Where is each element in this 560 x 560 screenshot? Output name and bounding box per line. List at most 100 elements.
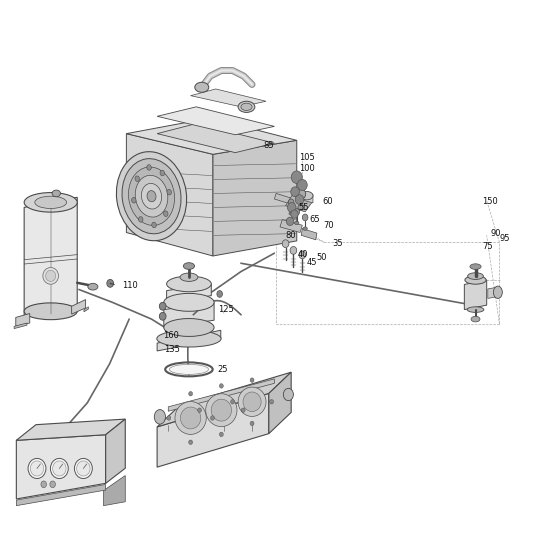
Ellipse shape (183, 263, 194, 269)
Text: 50: 50 (316, 253, 327, 262)
Ellipse shape (88, 283, 98, 290)
Ellipse shape (220, 384, 223, 388)
Polygon shape (213, 141, 297, 256)
Ellipse shape (217, 291, 222, 297)
Ellipse shape (167, 189, 171, 195)
Polygon shape (286, 195, 312, 212)
Polygon shape (157, 393, 269, 467)
Text: 160: 160 (163, 332, 179, 340)
Polygon shape (274, 193, 307, 208)
Polygon shape (16, 314, 30, 326)
Ellipse shape (169, 365, 208, 375)
Text: 40: 40 (298, 250, 309, 259)
Text: 35: 35 (332, 239, 343, 248)
Ellipse shape (290, 246, 297, 254)
Ellipse shape (206, 394, 237, 427)
Text: 25: 25 (217, 365, 228, 374)
Ellipse shape (132, 198, 136, 203)
Ellipse shape (155, 409, 166, 424)
Ellipse shape (250, 378, 254, 382)
Ellipse shape (46, 270, 55, 282)
Ellipse shape (28, 459, 46, 479)
Ellipse shape (50, 459, 68, 479)
Ellipse shape (122, 158, 181, 234)
Ellipse shape (289, 212, 293, 215)
Ellipse shape (291, 171, 302, 184)
Ellipse shape (167, 276, 211, 292)
Polygon shape (168, 379, 274, 411)
Polygon shape (16, 435, 106, 499)
Ellipse shape (294, 208, 300, 215)
Ellipse shape (243, 392, 261, 412)
Ellipse shape (74, 459, 92, 479)
Text: 60: 60 (322, 197, 333, 206)
Polygon shape (14, 323, 27, 329)
Text: 65: 65 (310, 215, 320, 224)
Text: 135: 135 (165, 346, 180, 354)
Ellipse shape (160, 312, 166, 320)
Ellipse shape (231, 399, 235, 404)
Ellipse shape (135, 176, 139, 181)
Text: 100: 100 (300, 164, 315, 173)
Ellipse shape (142, 184, 162, 209)
Polygon shape (157, 372, 291, 427)
Ellipse shape (167, 416, 171, 420)
Ellipse shape (198, 408, 202, 412)
Ellipse shape (41, 481, 46, 488)
Ellipse shape (297, 179, 307, 190)
Ellipse shape (189, 440, 193, 445)
Ellipse shape (241, 103, 252, 110)
Text: 45: 45 (307, 258, 318, 267)
Polygon shape (106, 419, 125, 483)
Ellipse shape (152, 222, 156, 228)
Ellipse shape (493, 286, 502, 298)
Ellipse shape (220, 432, 223, 437)
Ellipse shape (35, 196, 67, 208)
Ellipse shape (116, 152, 186, 241)
Polygon shape (84, 307, 88, 312)
Text: 105: 105 (300, 153, 315, 162)
Ellipse shape (135, 175, 168, 217)
Polygon shape (157, 107, 274, 135)
Polygon shape (301, 191, 313, 203)
Ellipse shape (298, 204, 305, 210)
Polygon shape (127, 118, 297, 155)
Polygon shape (16, 419, 125, 440)
Polygon shape (301, 228, 317, 240)
Ellipse shape (24, 193, 77, 212)
Ellipse shape (211, 416, 214, 420)
Ellipse shape (189, 391, 193, 396)
Ellipse shape (303, 227, 307, 230)
Text: 85: 85 (263, 142, 274, 151)
Ellipse shape (77, 461, 90, 476)
Ellipse shape (160, 302, 166, 310)
Ellipse shape (164, 319, 214, 337)
Ellipse shape (175, 402, 206, 435)
Ellipse shape (299, 251, 306, 259)
Ellipse shape (180, 407, 201, 429)
Text: 125: 125 (218, 305, 234, 314)
Ellipse shape (164, 211, 168, 217)
Ellipse shape (160, 170, 165, 176)
Polygon shape (167, 284, 211, 302)
Text: 55: 55 (298, 203, 309, 212)
Polygon shape (164, 302, 214, 328)
Ellipse shape (295, 221, 299, 225)
Ellipse shape (286, 217, 294, 226)
Ellipse shape (238, 101, 255, 113)
Polygon shape (464, 280, 487, 310)
Ellipse shape (157, 330, 221, 347)
Polygon shape (24, 197, 77, 316)
Ellipse shape (283, 389, 293, 400)
Polygon shape (104, 475, 125, 506)
Ellipse shape (107, 279, 114, 287)
Ellipse shape (291, 187, 300, 197)
Ellipse shape (164, 293, 214, 311)
Ellipse shape (471, 316, 480, 322)
Ellipse shape (195, 82, 209, 92)
Ellipse shape (50, 481, 55, 488)
Ellipse shape (138, 217, 143, 222)
Ellipse shape (250, 421, 254, 426)
Ellipse shape (238, 387, 266, 417)
Polygon shape (269, 372, 291, 433)
